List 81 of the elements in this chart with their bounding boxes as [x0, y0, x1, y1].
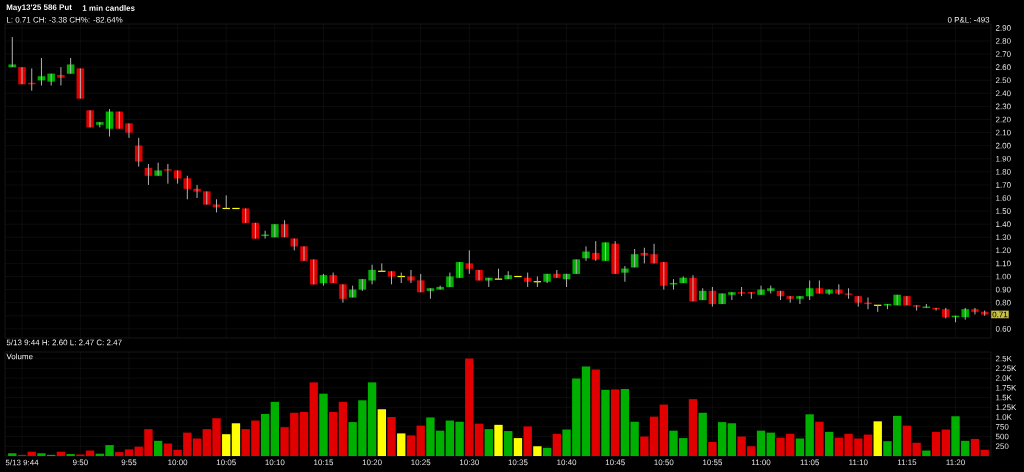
candlestick	[698, 287, 707, 301]
bar	[416, 425, 425, 456]
bar	[406, 435, 416, 456]
candlestick	[475, 269, 483, 281]
candlestick	[8, 36, 17, 68]
candlestick	[144, 163, 153, 186]
bar	[863, 434, 873, 456]
candlestick	[134, 137, 143, 168]
candlestick	[591, 240, 600, 262]
bar	[513, 438, 523, 456]
candlestick	[815, 279, 824, 295]
bar	[115, 452, 124, 456]
bar	[659, 404, 668, 456]
bar	[260, 413, 270, 456]
bar	[338, 401, 348, 456]
candlestick	[553, 269, 561, 279]
candlestick	[582, 245, 590, 262]
candlestick	[504, 270, 513, 280]
bar	[591, 369, 600, 456]
bar	[484, 429, 493, 456]
candlestick	[484, 277, 493, 288]
bar	[611, 389, 620, 456]
candlestick	[57, 66, 65, 86]
bar	[377, 409, 386, 456]
bar	[153, 440, 163, 456]
candlestick	[825, 289, 833, 296]
bar	[922, 450, 931, 456]
bar	[698, 412, 707, 456]
bar	[873, 421, 882, 456]
candlestick	[280, 219, 289, 238]
bar	[980, 449, 989, 456]
bar	[319, 393, 328, 456]
bar	[523, 426, 532, 456]
candlestick	[630, 248, 639, 268]
bar	[222, 434, 231, 456]
candlestick	[708, 286, 717, 308]
bar	[941, 429, 950, 456]
bar	[270, 401, 280, 456]
candlestick	[154, 162, 162, 177]
bar	[756, 430, 766, 456]
bar	[231, 423, 241, 456]
bar	[717, 422, 727, 456]
candlestick	[601, 241, 610, 262]
candlestick	[319, 273, 328, 287]
bar	[504, 431, 513, 456]
bar	[542, 447, 552, 456]
bar	[931, 431, 941, 456]
bar	[387, 417, 396, 456]
bar	[727, 423, 737, 456]
bar	[815, 421, 824, 456]
candlestick	[543, 273, 551, 284]
bar	[688, 399, 698, 456]
candlestick	[611, 240, 619, 275]
candlestick	[329, 272, 337, 284]
bar	[766, 432, 775, 456]
bar	[970, 438, 980, 456]
bar	[397, 433, 406, 456]
candlestick	[271, 223, 279, 238]
bar	[824, 431, 834, 456]
candlestick	[660, 261, 668, 291]
candlestick	[387, 270, 396, 285]
bar	[552, 433, 562, 456]
candlestick	[76, 67, 85, 100]
candlestick	[465, 249, 474, 275]
bar	[494, 424, 503, 456]
candlestick	[494, 268, 503, 280]
bar	[533, 446, 542, 456]
candlestick	[718, 293, 726, 305]
candlestick	[942, 307, 950, 319]
bar	[299, 411, 309, 456]
candlestick	[523, 272, 532, 288]
bar	[601, 389, 610, 456]
candlestick	[66, 57, 75, 75]
bar	[708, 441, 717, 456]
candlestick	[922, 303, 931, 309]
bar	[581, 366, 591, 456]
bar	[329, 411, 338, 456]
bar	[309, 382, 318, 456]
bar	[8, 453, 17, 456]
candlestick	[621, 265, 629, 283]
bar	[124, 449, 134, 456]
